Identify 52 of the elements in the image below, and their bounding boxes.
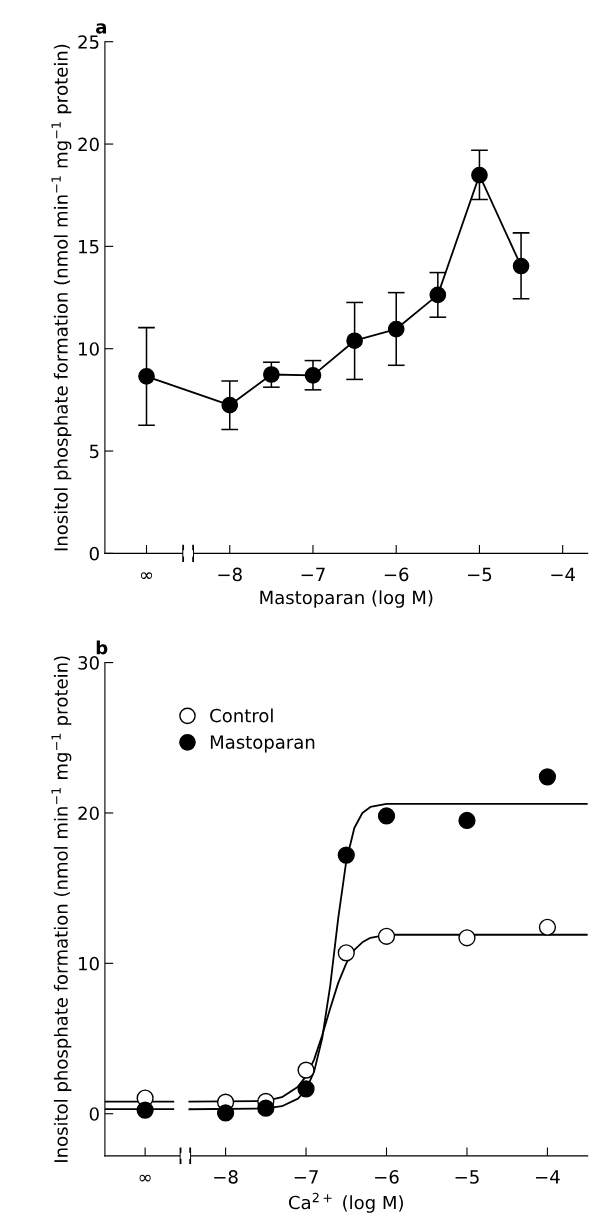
x-tick-label: −8 — [218, 567, 242, 582]
point — [136, 1101, 154, 1119]
point — [512, 257, 530, 275]
y-tick-label: 20 — [78, 806, 99, 821]
point — [216, 1104, 235, 1122]
y-tick-label: 0 — [89, 1107, 99, 1121]
x-tick-label: −7 — [294, 1170, 318, 1184]
point — [297, 1061, 315, 1079]
x-tick-label: ∞ — [139, 1174, 151, 1182]
x-tick-label: −8 — [214, 1170, 238, 1184]
point — [538, 768, 557, 786]
x-tick-label: −4 — [536, 1170, 560, 1184]
point — [221, 396, 239, 414]
x-tick-label: −5 — [468, 567, 492, 582]
point — [337, 846, 355, 864]
y-tick-label: 15 — [79, 240, 99, 254]
y-tick-label: 5 — [89, 444, 99, 459]
point — [429, 286, 447, 304]
point — [458, 929, 476, 947]
chart-title: b — [96, 640, 108, 655]
x-tick-label: ∞ — [140, 572, 153, 579]
chart-title: a — [96, 23, 107, 34]
x-axis-title: Ca$^{2+}$ (log M) — [288, 1192, 403, 1213]
point — [263, 366, 280, 383]
y-tick-label: 25 — [78, 35, 99, 49]
point — [387, 320, 405, 338]
x-tick-label: −4 — [551, 567, 575, 581]
point — [337, 944, 355, 962]
point — [346, 332, 363, 350]
point — [471, 166, 488, 184]
point — [377, 807, 396, 825]
legend-label: Mastoparan — [210, 735, 315, 753]
y-axis-title: Inositol phosphate formation (nmol min$^{−1}$ mg$^{−1}$ protein) — [51, 44, 72, 551]
point — [458, 811, 476, 830]
x-axis-title: Mastoparan (log M) — [260, 590, 433, 608]
y-tick-label: 0 — [89, 546, 99, 561]
y-tick-label: 30 — [78, 656, 99, 670]
point — [377, 927, 396, 945]
point — [138, 368, 155, 385]
x-tick-label: −6 — [384, 567, 409, 582]
point — [538, 918, 557, 936]
point — [297, 1080, 315, 1098]
x-tick-label: −5 — [455, 1170, 479, 1184]
point — [304, 366, 322, 384]
y-tick-label: 10 — [79, 956, 99, 971]
y-axis-title: Inositol phosphate formation (nmol min$^{−1}$ mg$^{−1}$ protein) — [51, 656, 72, 1162]
x-tick-label: −7 — [301, 567, 325, 581]
point — [257, 1099, 275, 1117]
y-tick-label: 20 — [78, 137, 99, 152]
x-tick-label: −6 — [375, 1170, 399, 1184]
y-tick-label: 10 — [79, 342, 99, 356]
legend-label: Control — [210, 708, 273, 723]
